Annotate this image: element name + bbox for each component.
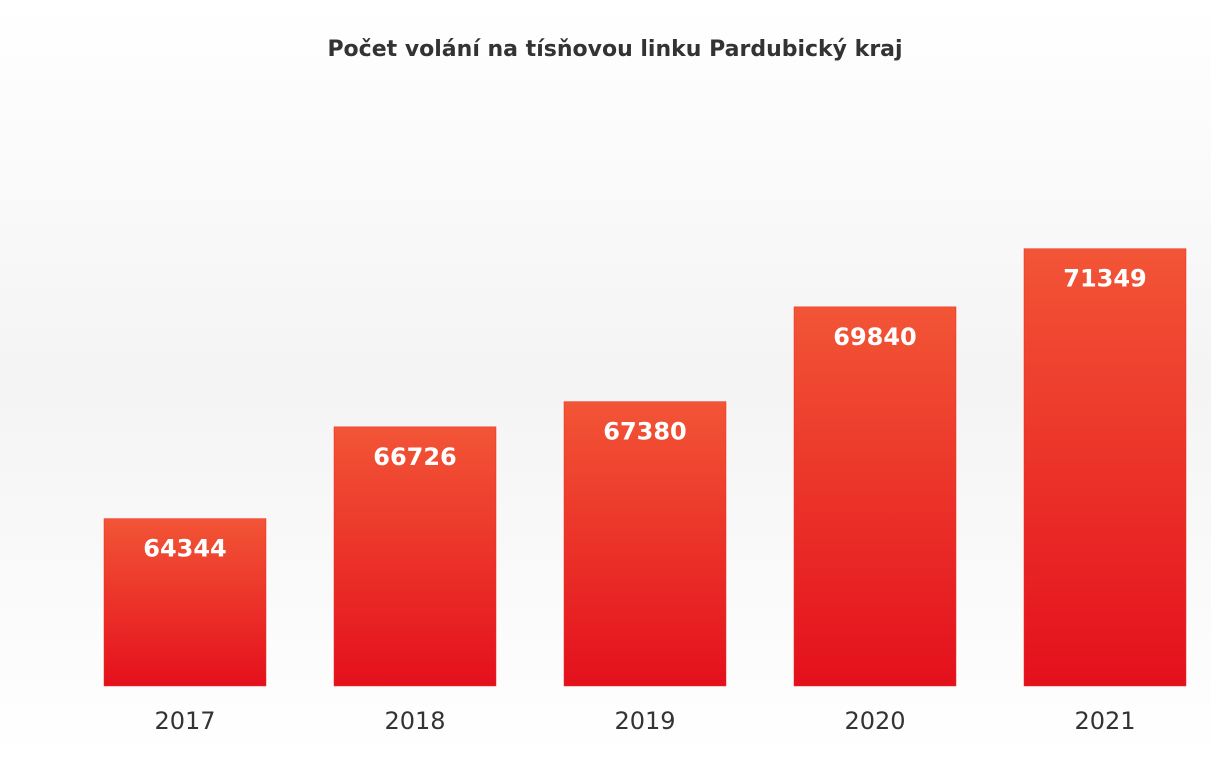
x-tick-label: 2021	[1074, 707, 1135, 735]
value-label: 66726	[373, 443, 457, 471]
x-tick-label: 2020	[844, 707, 905, 735]
value-label: 71349	[1063, 265, 1147, 293]
chart-title: Počet volání na tísňovou linku Pardubick…	[327, 37, 902, 62]
bar	[333, 426, 497, 687]
bar	[793, 306, 957, 687]
x-tick-label: 2017	[154, 707, 215, 735]
bar	[563, 401, 727, 687]
value-label: 64344	[143, 535, 227, 563]
value-label: 69840	[833, 323, 917, 351]
bar	[1023, 248, 1187, 687]
bar	[103, 518, 267, 687]
x-tick-label: 2018	[384, 707, 445, 735]
x-tick-label: 2019	[614, 707, 675, 735]
value-label: 67380	[603, 418, 687, 446]
